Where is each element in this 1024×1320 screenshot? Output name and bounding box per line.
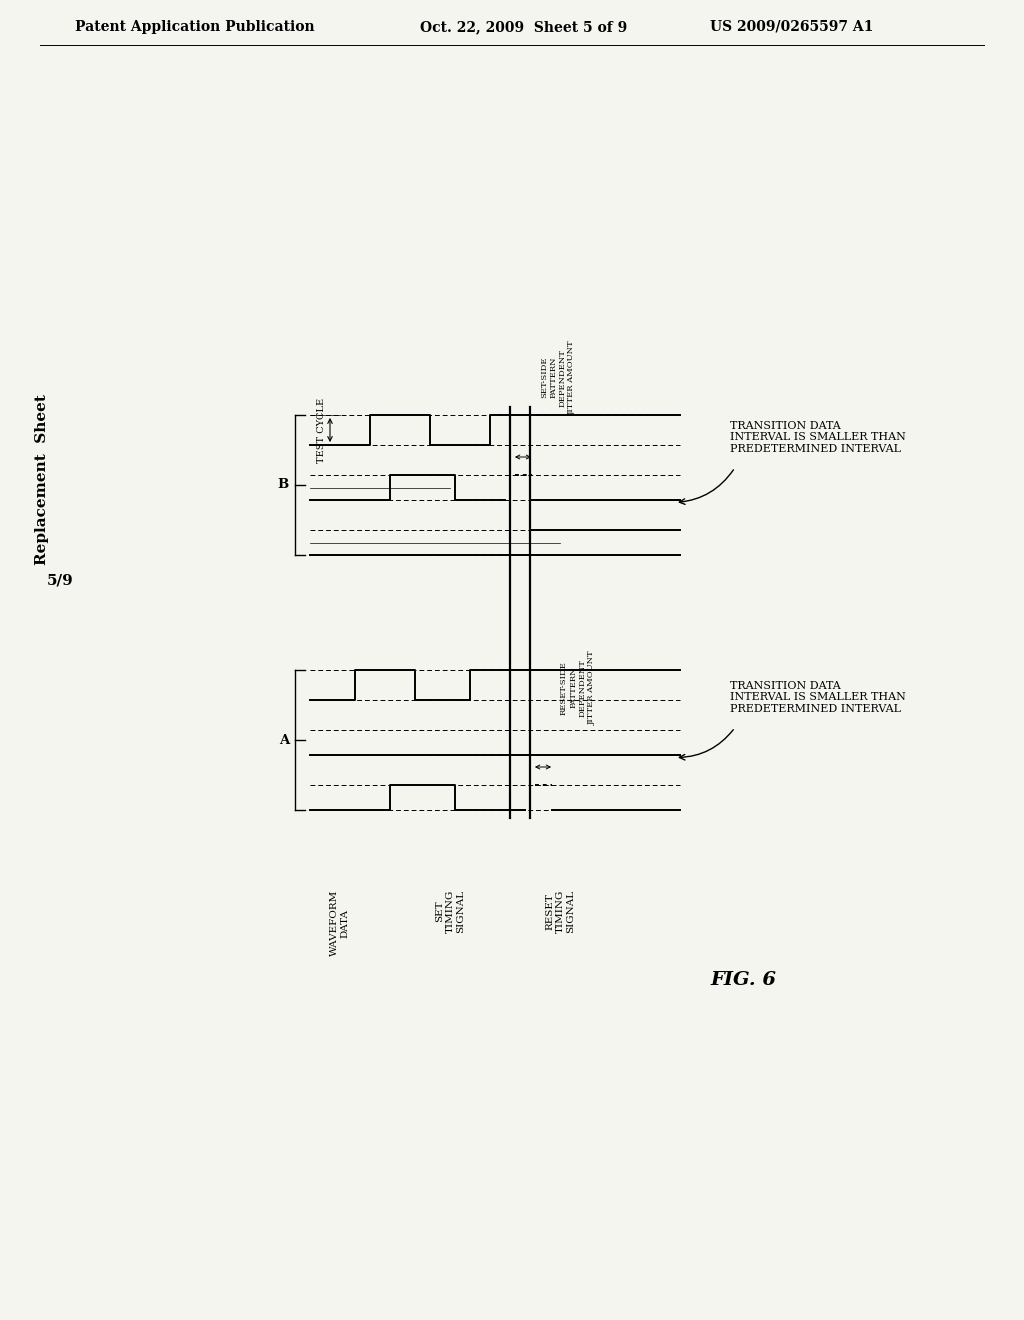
Text: B: B	[278, 479, 289, 491]
Text: US 2009/0265597 A1: US 2009/0265597 A1	[710, 20, 873, 34]
Text: Replacement  Sheet: Replacement Sheet	[35, 395, 49, 565]
Text: WAVEFORM
DATA: WAVEFORM DATA	[331, 890, 350, 956]
Text: TEST CYCLE: TEST CYCLE	[317, 397, 326, 462]
Text: RESET-SIDE
PATTERN
DEPENDENT
JITTER AMOUNT: RESET-SIDE PATTERN DEPENDENT JITTER AMOU…	[560, 651, 596, 725]
Text: Patent Application Publication: Patent Application Publication	[75, 20, 314, 34]
Text: 5/9: 5/9	[47, 573, 74, 587]
Text: A: A	[279, 734, 289, 747]
Text: FIG. 6: FIG. 6	[710, 972, 776, 989]
Text: Oct. 22, 2009  Sheet 5 of 9: Oct. 22, 2009 Sheet 5 of 9	[420, 20, 628, 34]
Text: RESET
TIMING
SIGNAL: RESET TIMING SIGNAL	[545, 890, 574, 933]
Text: TRANSITION DATA
INTERVAL IS SMALLER THAN
PREDETERMINED INTERVAL: TRANSITION DATA INTERVAL IS SMALLER THAN…	[730, 681, 906, 714]
Text: SET-SIDE
PATTERN
DEPENDENT
JITTER AMOUNT: SET-SIDE PATTERN DEPENDENT JITTER AMOUNT	[540, 341, 575, 414]
Text: SET
TIMING
SIGNAL: SET TIMING SIGNAL	[435, 890, 465, 933]
Text: TRANSITION DATA
INTERVAL IS SMALLER THAN
PREDETERMINED INTERVAL: TRANSITION DATA INTERVAL IS SMALLER THAN…	[730, 421, 906, 454]
